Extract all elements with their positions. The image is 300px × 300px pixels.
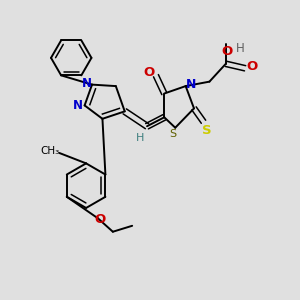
Text: S: S (202, 124, 211, 136)
Text: O: O (144, 66, 155, 79)
Text: N: N (82, 76, 92, 90)
Text: N: N (73, 99, 83, 112)
Text: O: O (222, 45, 233, 58)
Text: CH₃: CH₃ (41, 146, 60, 156)
Text: H: H (136, 133, 145, 143)
Text: O: O (95, 213, 106, 226)
Text: N: N (186, 78, 196, 91)
Text: S: S (169, 129, 176, 139)
Text: H: H (236, 42, 244, 55)
Text: O: O (246, 60, 257, 73)
